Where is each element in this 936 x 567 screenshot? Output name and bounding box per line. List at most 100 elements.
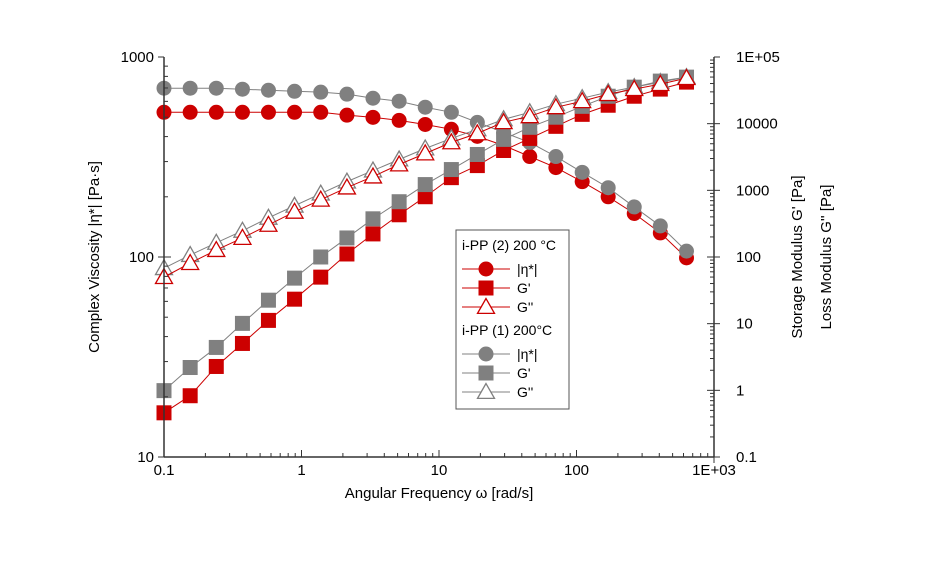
series-0-1 (156, 74, 695, 421)
data-point (234, 315, 250, 331)
legend-marker (478, 346, 494, 362)
legend-marker (478, 365, 494, 381)
data-point (626, 199, 642, 215)
legend-item: G' (462, 365, 531, 381)
data-point (182, 80, 198, 96)
data-point (417, 177, 433, 193)
legend-marker (478, 280, 494, 296)
data-point (258, 215, 279, 232)
data-point (679, 243, 695, 259)
legend-label: G' (517, 280, 531, 296)
data-point (417, 189, 433, 205)
data-point (676, 68, 697, 86)
legend-group-title: i-PP (2) 200 °C (462, 237, 556, 253)
data-point (391, 112, 407, 128)
data-point (339, 230, 355, 246)
data-point (441, 132, 461, 150)
legend-marker (478, 261, 494, 277)
data-point (443, 104, 459, 120)
data-marks (154, 67, 697, 421)
y-right-tick-label: 10000 (736, 116, 778, 133)
data-point (389, 154, 409, 172)
legend-label: |η*| (517, 346, 538, 362)
x-tick-label: 10 (431, 462, 448, 479)
x-axis-label: Angular Frequency ω [rad/s] (345, 485, 533, 502)
x-tick-label: 100 (564, 462, 589, 479)
data-point (624, 79, 644, 97)
data-point (469, 146, 485, 162)
data-point (600, 180, 616, 196)
data-point (287, 104, 303, 120)
data-point (391, 194, 407, 210)
data-point (232, 228, 253, 245)
data-point (650, 74, 670, 92)
data-point (652, 218, 668, 234)
data-point (182, 388, 198, 404)
data-point (417, 116, 433, 132)
y-left-tick-label: 10 (137, 449, 154, 466)
data-point (260, 312, 276, 328)
data-point (363, 166, 383, 184)
y-left-tick-label: 1000 (121, 49, 154, 66)
data-point (548, 160, 564, 176)
data-point (443, 162, 459, 178)
data-point (574, 164, 590, 180)
data-point (415, 143, 435, 161)
data-point (339, 107, 355, 123)
data-point (260, 292, 276, 308)
data-point (496, 131, 512, 147)
data-point (284, 202, 305, 219)
data-point (182, 360, 198, 376)
data-point (365, 211, 381, 227)
legend-box (455, 229, 570, 410)
legend-item: |η*| (462, 261, 538, 277)
data-point (206, 240, 226, 258)
data-point (180, 253, 200, 271)
data-point (260, 82, 276, 98)
data-point (522, 149, 538, 165)
x-tick-label: 1 (297, 462, 305, 479)
legend-label: G' (517, 365, 531, 381)
data-point (313, 269, 329, 285)
data-point (548, 149, 564, 165)
data-point (365, 109, 381, 125)
legend-group-title: i-PP (1) 200°C (462, 322, 552, 338)
data-point (339, 86, 355, 102)
legend-label: |η*| (517, 261, 538, 277)
legend-marker (476, 297, 496, 315)
y-right-tick-label: 1 (736, 382, 744, 399)
x-tick-label: 0.1 (154, 462, 175, 479)
data-point (520, 106, 540, 124)
data-point (572, 91, 592, 109)
data-point (234, 81, 250, 97)
data-point (208, 80, 224, 96)
data-point (287, 83, 303, 99)
data-point (260, 104, 276, 120)
data-point (208, 104, 224, 120)
data-point (337, 177, 357, 195)
series-0-2 (154, 68, 697, 285)
y-right-tick-label: 10 (736, 316, 753, 333)
data-point (417, 99, 433, 115)
y-left-axis-label: Complex Viscosity |η*| [Pa·s] (86, 161, 103, 353)
x-tick-label: 1E+03 (692, 462, 736, 479)
data-point (311, 189, 331, 207)
y-left-tick-label: 100 (129, 249, 154, 266)
data-point (313, 104, 329, 120)
data-point (467, 123, 487, 141)
legend-item: |η*| (462, 346, 538, 362)
y-right-tick-label: 0.1 (736, 449, 757, 466)
y-right-tick-label: 1000 (736, 182, 769, 199)
data-point (598, 84, 618, 102)
data-point (365, 90, 381, 106)
y-right-tick-label: 100 (736, 249, 761, 266)
data-point (287, 270, 303, 286)
y-right-axis-label-storage: Storage Modulus G' [Pa] (789, 176, 806, 339)
data-point (182, 104, 198, 120)
data-point (313, 84, 329, 100)
data-point (391, 207, 407, 223)
data-point (339, 246, 355, 262)
data-point (208, 339, 224, 355)
y-right-tick-label: 1E+05 (736, 49, 780, 66)
